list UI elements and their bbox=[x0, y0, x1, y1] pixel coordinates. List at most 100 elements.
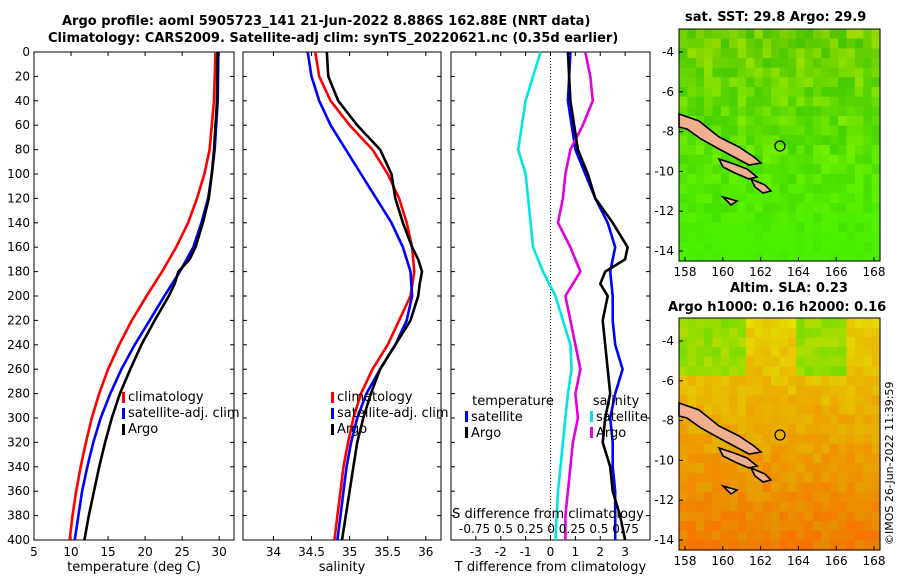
map-cell bbox=[771, 424, 781, 435]
map-cell bbox=[821, 58, 831, 69]
map-cell bbox=[729, 347, 739, 358]
map-cell bbox=[821, 327, 831, 338]
map-cell bbox=[679, 434, 688, 445]
map-cell bbox=[863, 356, 873, 367]
map-cell bbox=[838, 212, 848, 223]
map-cell bbox=[779, 443, 789, 454]
map-cell bbox=[854, 521, 864, 532]
map-cell bbox=[737, 327, 747, 338]
map-cell bbox=[854, 232, 864, 243]
map-cell bbox=[729, 337, 739, 348]
map-cell bbox=[863, 203, 873, 214]
map-cell bbox=[754, 145, 764, 156]
map-cell bbox=[746, 29, 755, 40]
map-cell bbox=[754, 482, 764, 493]
map-cell bbox=[854, 193, 864, 204]
map-cell bbox=[829, 453, 839, 464]
map-cell bbox=[871, 521, 881, 532]
map-cell bbox=[846, 203, 856, 214]
map-cell bbox=[838, 337, 848, 348]
y-tick-label: 380 bbox=[7, 509, 30, 523]
map-cell bbox=[729, 530, 739, 541]
map-cell bbox=[754, 58, 764, 69]
map-cell bbox=[796, 58, 806, 69]
map-cell bbox=[754, 193, 764, 204]
map-cell bbox=[813, 385, 822, 396]
map-cell bbox=[720, 203, 730, 214]
map-cell bbox=[804, 183, 814, 194]
map-cell bbox=[871, 443, 881, 454]
map-cell bbox=[729, 116, 739, 127]
map-cell bbox=[796, 356, 806, 367]
x-tick-label: 1 bbox=[572, 545, 580, 559]
map-cell bbox=[821, 222, 831, 233]
map-cell bbox=[720, 347, 730, 358]
map-cell bbox=[813, 337, 822, 348]
map-cell bbox=[846, 87, 856, 98]
map-cell bbox=[737, 203, 747, 214]
map-cell bbox=[762, 424, 772, 435]
map-cell bbox=[804, 318, 814, 329]
map-cell bbox=[871, 376, 881, 387]
y-tick-label: 240 bbox=[7, 338, 30, 352]
map-cell bbox=[787, 48, 797, 59]
map-cell bbox=[787, 501, 797, 512]
map-cell bbox=[729, 366, 739, 377]
map-cell bbox=[854, 511, 864, 522]
map-y-tick-label: -8 bbox=[662, 414, 674, 428]
map-cell bbox=[846, 222, 856, 233]
map-cell bbox=[871, 347, 881, 358]
map-cell bbox=[695, 472, 705, 483]
map-cell bbox=[754, 385, 764, 396]
map-cell bbox=[838, 135, 848, 146]
map-cell bbox=[821, 521, 831, 532]
map-cell bbox=[771, 347, 781, 358]
map-cell bbox=[771, 174, 781, 185]
map-cell bbox=[762, 135, 772, 146]
map-cell bbox=[712, 501, 722, 512]
map-cell bbox=[813, 203, 822, 214]
map-cell bbox=[771, 337, 781, 348]
map-cell bbox=[746, 405, 755, 416]
map-cell bbox=[704, 356, 714, 367]
legend-swatch bbox=[331, 424, 334, 435]
map-cell bbox=[829, 29, 839, 40]
map-cell bbox=[779, 521, 789, 532]
map-cell bbox=[863, 337, 873, 348]
map-cell bbox=[796, 135, 806, 146]
map-x-tick-label: 168 bbox=[863, 265, 886, 279]
legend-label: climatology bbox=[128, 390, 204, 405]
map-cell bbox=[813, 87, 822, 98]
x-tick-label: -2 bbox=[495, 545, 507, 559]
map-cell bbox=[754, 116, 764, 127]
map-cell bbox=[796, 482, 806, 493]
map-y-tick-label: -14 bbox=[654, 533, 674, 547]
map-cell bbox=[695, 347, 705, 358]
map-cell bbox=[846, 29, 856, 40]
map-cell bbox=[813, 58, 822, 69]
map-cell bbox=[838, 193, 848, 204]
map-cell bbox=[838, 453, 848, 464]
map-cell bbox=[787, 414, 797, 425]
map-cell bbox=[771, 125, 781, 136]
map-cell bbox=[796, 472, 806, 483]
map-cell bbox=[729, 106, 739, 117]
map-cell bbox=[821, 530, 831, 541]
legend-label: Argo bbox=[337, 422, 367, 437]
map-cell bbox=[787, 366, 797, 377]
map-cell bbox=[871, 48, 881, 59]
map-cell bbox=[746, 125, 755, 136]
map-cell bbox=[821, 164, 831, 175]
map-cell bbox=[704, 29, 714, 40]
legend-label: satellite bbox=[471, 410, 523, 425]
map-cell bbox=[687, 193, 697, 204]
map-cell bbox=[804, 395, 814, 406]
map-cell bbox=[821, 347, 831, 358]
map-cell bbox=[679, 472, 688, 483]
map-cell bbox=[804, 116, 814, 127]
map-cell bbox=[720, 366, 730, 377]
map-cell bbox=[846, 385, 856, 396]
map-cell bbox=[871, 463, 881, 474]
map-cell bbox=[838, 241, 848, 252]
island bbox=[749, 177, 773, 194]
